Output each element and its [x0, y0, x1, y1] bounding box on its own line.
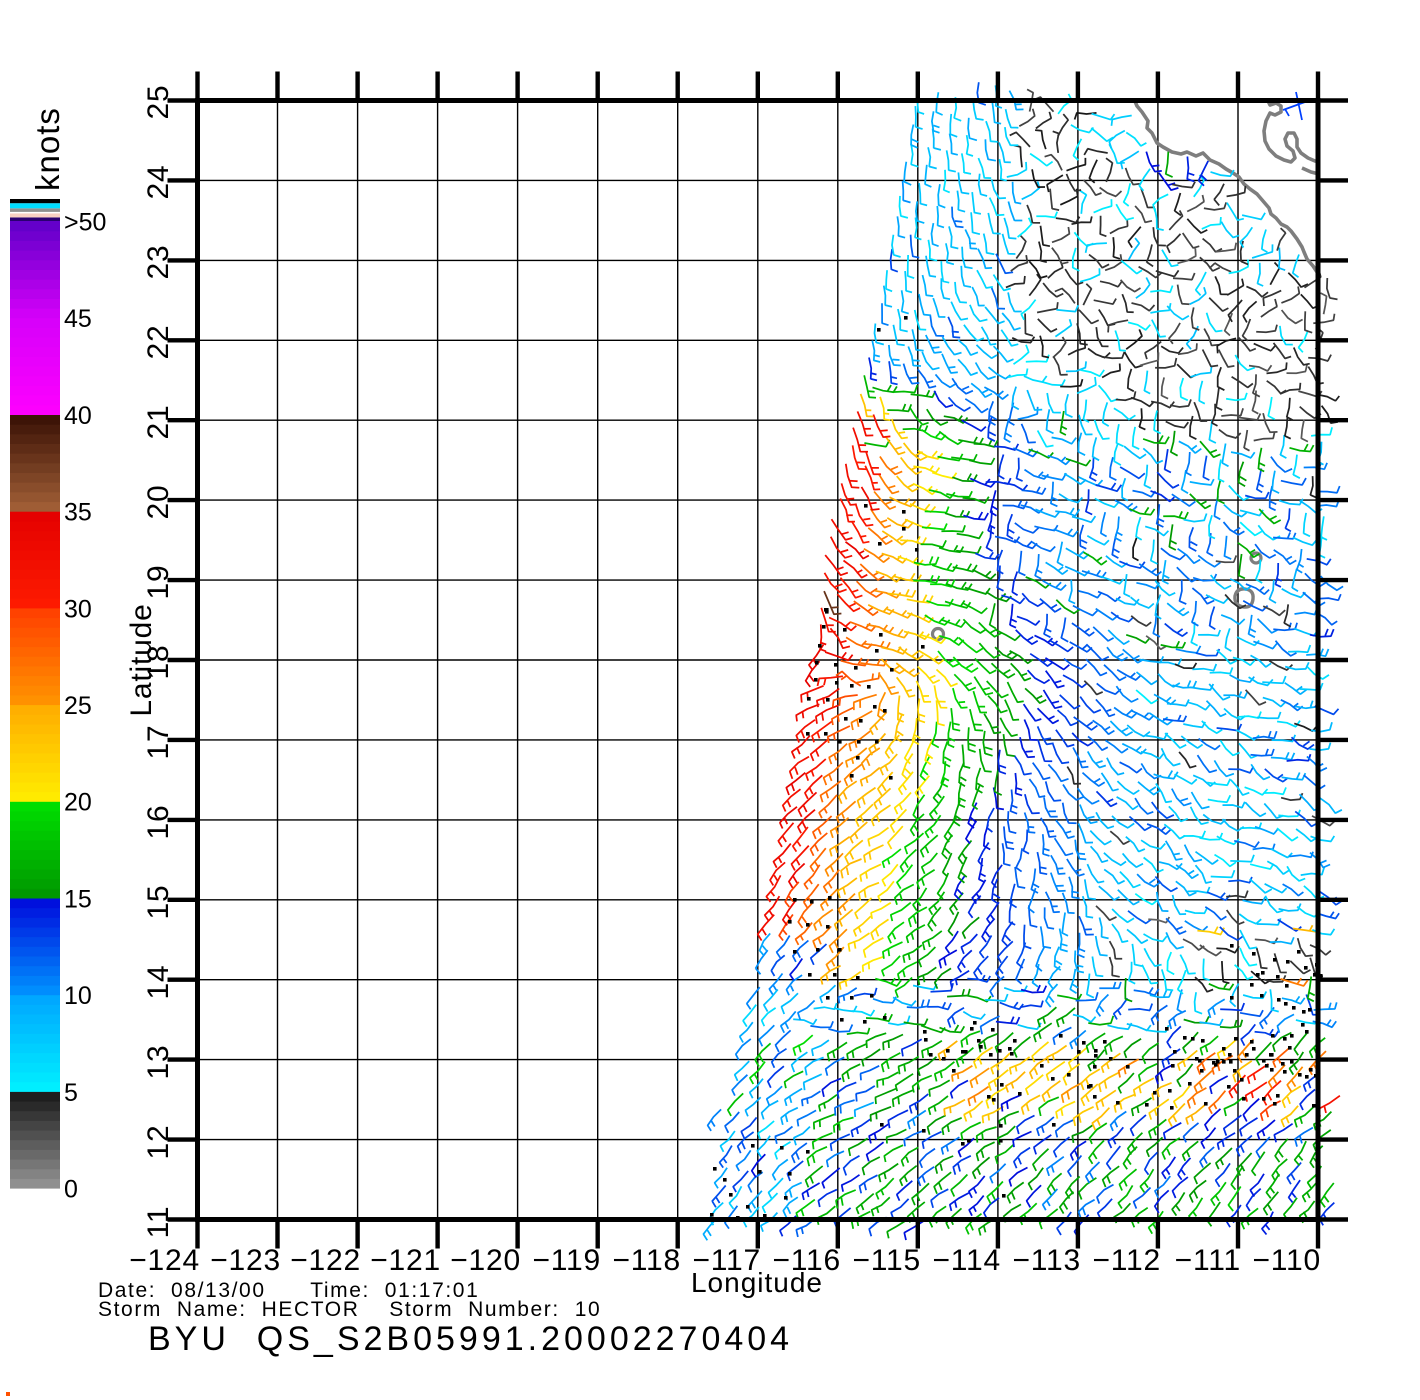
svg-text:12: 12 — [142, 1125, 175, 1160]
svg-text:13: 13 — [142, 1045, 175, 1080]
svg-text:45: 45 — [64, 305, 92, 333]
svg-text:15: 15 — [64, 885, 92, 913]
svg-text:10: 10 — [64, 982, 92, 1010]
svg-text:24: 24 — [142, 165, 175, 200]
svg-text:−112: −112 — [1092, 1244, 1161, 1277]
svg-text:18: 18 — [142, 645, 175, 680]
svg-text:−115: −115 — [852, 1244, 921, 1277]
svg-text:20: 20 — [64, 789, 92, 817]
svg-text:BYU QS_S2B05991.20002270404: BYU QS_S2B05991.20002270404 — [148, 1320, 793, 1358]
svg-text:25: 25 — [142, 85, 175, 120]
svg-text:−117: −117 — [692, 1244, 761, 1277]
svg-text:35: 35 — [64, 499, 92, 527]
svg-text:0: 0 — [64, 1176, 78, 1204]
svg-text:−121: −121 — [370, 1244, 441, 1277]
svg-text:Latitude: Latitude — [125, 603, 158, 716]
svg-text:−113: −113 — [1012, 1244, 1081, 1277]
svg-text:−124: −124 — [129, 1244, 200, 1277]
svg-text:Longitude: Longitude — [691, 1267, 823, 1298]
svg-text:25: 25 — [64, 692, 92, 720]
svg-text:5: 5 — [64, 1079, 78, 1107]
svg-text:19: 19 — [142, 565, 175, 600]
svg-text:−114: −114 — [932, 1244, 1001, 1277]
svg-text:−119: −119 — [532, 1244, 601, 1277]
svg-text:22: 22 — [142, 325, 175, 360]
svg-text:Storm Name: HECTOR Storm: Storm Name: HECTOR Storm Number: 10 — [98, 1298, 601, 1321]
svg-text:−123: −123 — [210, 1244, 281, 1277]
svg-text:−118: −118 — [612, 1244, 681, 1277]
svg-text:21: 21 — [142, 405, 175, 440]
svg-text:−110: −110 — [1252, 1244, 1321, 1277]
svg-text:40: 40 — [64, 402, 92, 430]
svg-text:−120: −120 — [450, 1244, 521, 1277]
svg-text:Date: 08/13/00 Time: 01: Date: 08/13/00 Time: 01:17:01 — [98, 1279, 479, 1302]
svg-text:23: 23 — [142, 245, 175, 280]
svg-text:knots: knots — [29, 107, 66, 191]
svg-text:−122: −122 — [290, 1244, 361, 1277]
svg-text:16: 16 — [142, 805, 175, 840]
svg-text:17: 17 — [142, 725, 175, 760]
svg-text:>50: >50 — [64, 209, 106, 237]
svg-text:−116: −116 — [772, 1244, 841, 1277]
svg-text:11: 11 — [142, 1206, 175, 1239]
svg-text:20: 20 — [142, 485, 175, 520]
svg-text:14: 14 — [142, 965, 175, 1000]
svg-text:−111: −111 — [1175, 1244, 1241, 1277]
svg-text:15: 15 — [142, 885, 175, 920]
svg-text:30: 30 — [64, 595, 92, 623]
